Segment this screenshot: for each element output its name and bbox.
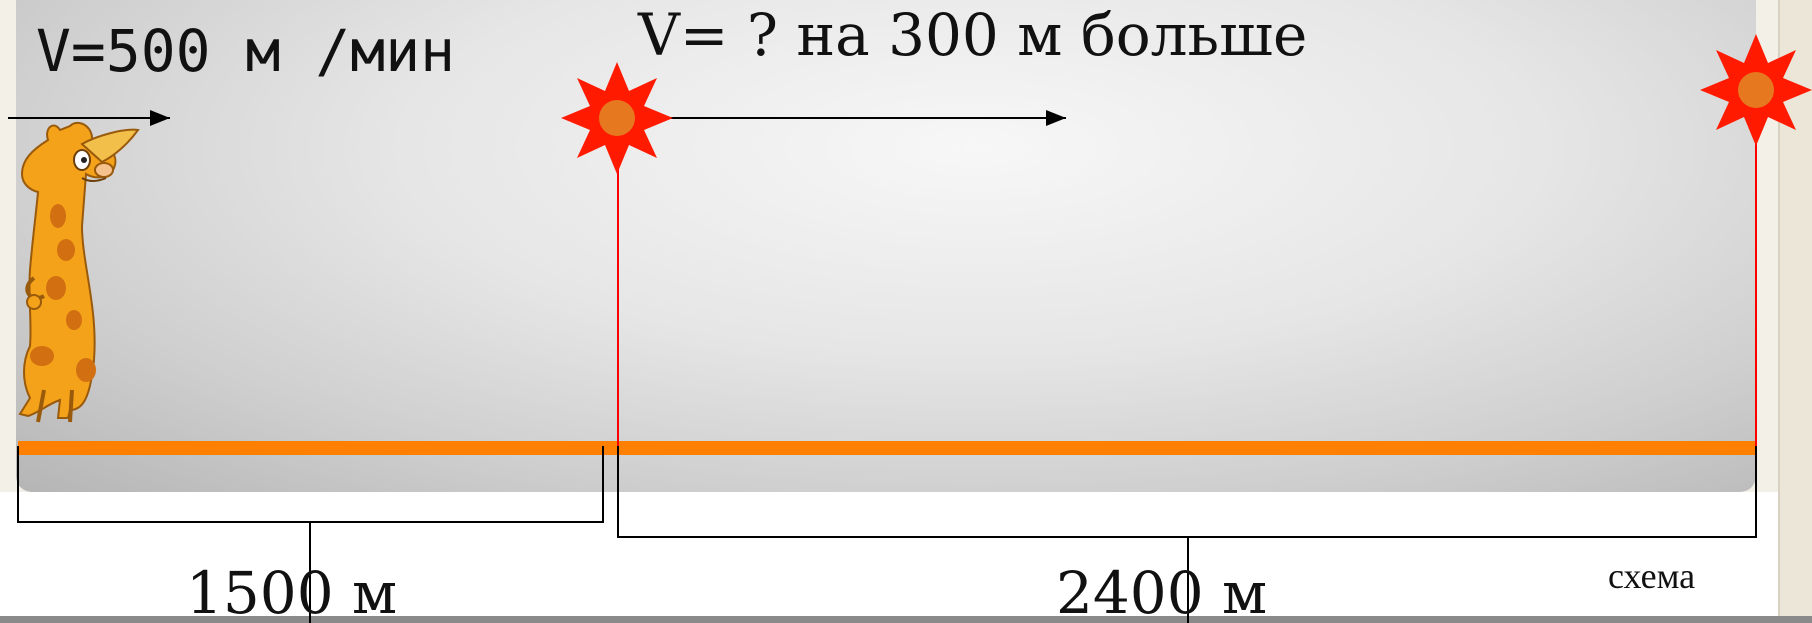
road-line	[18, 441, 1756, 455]
caption-label: схема	[1608, 556, 1696, 596]
sun-icon	[1700, 34, 1812, 146]
giraffe-icon	[18, 121, 140, 423]
distance-label-first: 1500 м	[186, 559, 398, 623]
distance-brace-first	[17, 446, 604, 623]
distance-brace-second	[617, 446, 1757, 623]
road	[18, 441, 1756, 455]
slide-panel	[16, 0, 1756, 492]
speed-label-first: V=500 м /мин	[36, 17, 456, 85]
sun-icon	[561, 62, 673, 174]
speed-label-second: V= ? на 300 м больше	[638, 1, 1308, 69]
slide-white-strip	[0, 492, 1780, 623]
distance-label-second: 2400 м	[1056, 559, 1268, 623]
slide-bottom-edge	[0, 616, 1812, 623]
